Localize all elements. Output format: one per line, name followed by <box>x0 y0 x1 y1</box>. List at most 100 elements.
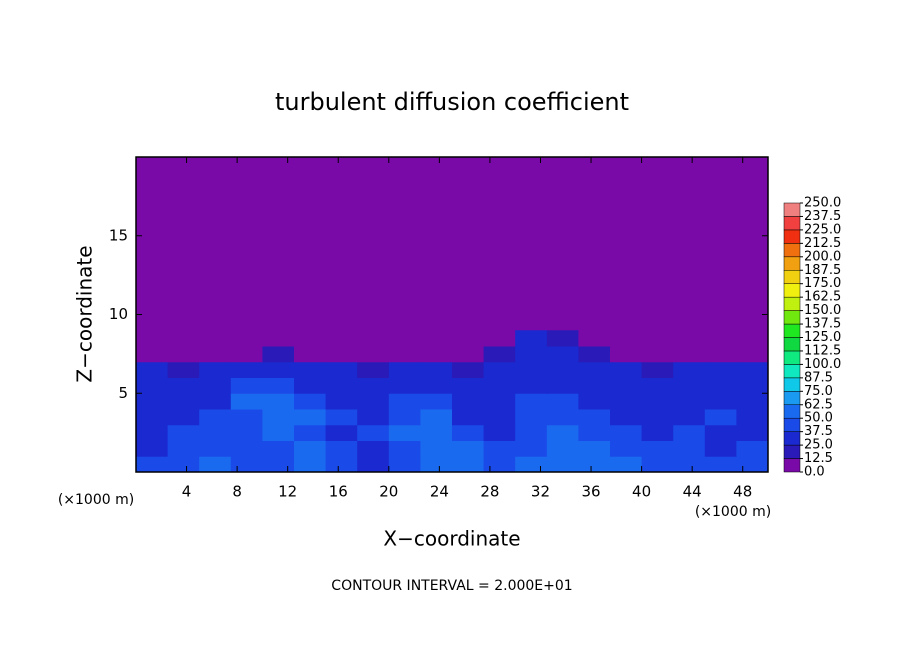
x-tick-label: 48 <box>733 483 752 501</box>
colorbar-swatch <box>783 377 801 392</box>
field-cell <box>483 346 516 363</box>
field-cell <box>736 377 769 394</box>
colorbar-label: 0.0 <box>804 465 825 480</box>
field-cell <box>325 440 358 457</box>
field-cell <box>199 409 232 426</box>
field-cell <box>136 393 169 410</box>
field-cell <box>357 330 390 347</box>
field-cell <box>673 330 706 347</box>
field-cell <box>420 424 453 441</box>
field-cell <box>736 346 769 363</box>
field-cell <box>262 346 295 363</box>
field-cell <box>546 393 579 410</box>
field-cell <box>546 330 579 347</box>
field-cell <box>167 361 200 378</box>
field-cell <box>704 346 737 363</box>
field-cell <box>452 346 485 363</box>
field-cell <box>452 424 485 441</box>
field-cell <box>452 361 485 378</box>
field-cell <box>641 409 674 426</box>
field-cell <box>641 346 674 363</box>
y-unit-label: (×1000 m) <box>58 492 134 508</box>
field-cell <box>294 330 327 347</box>
colorbar-swatch <box>783 270 801 284</box>
field-cell <box>483 456 516 473</box>
field-cell <box>199 424 232 441</box>
field-cell <box>388 409 421 426</box>
field-cell <box>388 377 421 394</box>
field-cell <box>199 377 232 394</box>
colorbar-swatch <box>783 296 801 311</box>
field-cell <box>230 424 263 441</box>
field-cell <box>704 456 737 473</box>
colorbar-label: 237.5 <box>804 209 841 224</box>
field-cell <box>578 377 611 394</box>
field-cell <box>325 409 358 426</box>
field-cell <box>515 440 548 457</box>
field-cell <box>167 393 200 410</box>
field-cell <box>294 409 327 426</box>
field-cell <box>420 393 453 410</box>
field-cell <box>230 409 263 426</box>
field-cell <box>515 409 548 426</box>
x-tick-label: 32 <box>531 483 550 501</box>
field-cell <box>610 361 643 378</box>
field-cell <box>136 456 169 473</box>
field-cell <box>388 361 421 378</box>
chart-title: turbulent diffusion coefficient <box>275 88 629 116</box>
field-cell <box>136 361 169 378</box>
colorbar-swatch <box>783 431 801 446</box>
field-cell <box>420 409 453 426</box>
x-tick-label: 16 <box>329 483 348 501</box>
field-cell <box>578 393 611 410</box>
field-cell <box>736 361 769 378</box>
field-cell <box>483 330 516 347</box>
field-cell <box>515 346 548 363</box>
field-cell <box>357 424 390 441</box>
field-cell <box>515 361 548 378</box>
field-cell <box>294 346 327 363</box>
field-cell <box>546 377 579 394</box>
colorbar-swatch <box>783 458 801 473</box>
field-cell <box>673 424 706 441</box>
field-cell <box>325 424 358 441</box>
field-cell <box>452 409 485 426</box>
field-cell <box>262 424 295 441</box>
field-cell <box>167 424 200 441</box>
field-cell <box>294 456 327 473</box>
field-cell <box>641 424 674 441</box>
field-cell <box>294 377 327 394</box>
y-axis-label: Z−coordinate <box>73 245 97 382</box>
field-cell <box>420 377 453 394</box>
colorbar-label: 87.5 <box>804 370 833 385</box>
field-cell <box>578 361 611 378</box>
colorbar-label: 250.0 <box>804 196 841 211</box>
colorbar-label: 75.0 <box>804 384 833 399</box>
field-cell <box>483 424 516 441</box>
colorbar-swatch <box>783 216 801 231</box>
colorbar-swatch <box>783 417 801 432</box>
field-cell <box>199 361 232 378</box>
field-cell <box>736 409 769 426</box>
field-cell <box>673 361 706 378</box>
field-cell <box>704 440 737 457</box>
colorbar-swatch <box>783 243 801 258</box>
field-cell <box>325 361 358 378</box>
field-cell <box>167 440 200 457</box>
field-cell <box>610 377 643 394</box>
field-cell <box>262 377 295 394</box>
field-cell <box>420 456 453 473</box>
field-cell <box>515 377 548 394</box>
field-cell <box>736 456 769 473</box>
field-cell <box>357 440 390 457</box>
x-tick-label: 40 <box>632 483 651 501</box>
field-cell <box>483 377 516 394</box>
colorbar-swatch <box>783 404 801 419</box>
colorbar-label: 37.5 <box>804 424 833 439</box>
field-cell <box>136 440 169 457</box>
field-cell <box>420 361 453 378</box>
field-cell <box>325 377 358 394</box>
field-cell <box>452 377 485 394</box>
field-cell <box>515 393 548 410</box>
